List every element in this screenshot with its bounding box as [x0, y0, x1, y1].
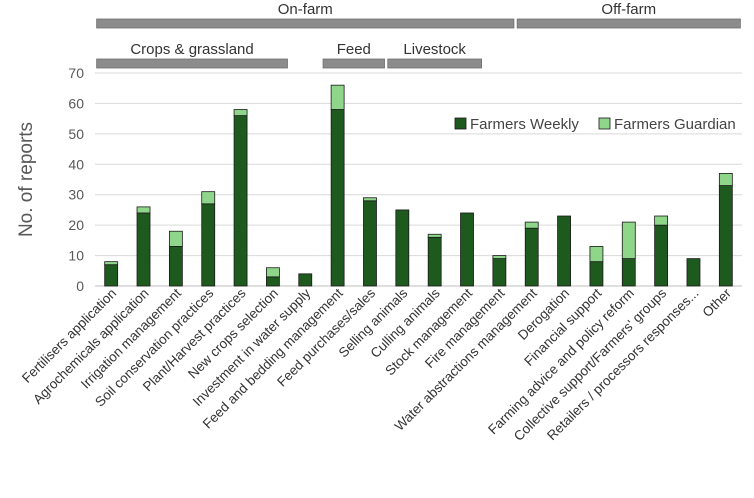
group-label: Feed	[337, 41, 371, 58]
y-tick-label: 70	[68, 65, 84, 81]
bar-farmers-guardian	[621, 221, 636, 260]
bar-farmers-weekly	[557, 215, 571, 287]
bars	[104, 84, 733, 287]
bar-farmers-weekly	[427, 236, 442, 287]
bar-farmers-guardian	[233, 109, 248, 116]
bar-farmers-weekly	[589, 261, 604, 287]
bar-farmers-weekly	[104, 264, 119, 287]
bar-farmers-guardian	[363, 197, 377, 202]
legend: Farmers Weekly Farmers Guardian	[454, 116, 736, 133]
legend-label-farmers-weekly: Farmers Weekly	[470, 116, 579, 133]
y-tick-label: 10	[68, 248, 84, 264]
bar-farmers-weekly	[233, 115, 248, 287]
bar-farmers-weekly	[621, 258, 636, 287]
bar-farmers-guardian	[168, 230, 183, 247]
bar-farmers-guardian	[136, 206, 151, 214]
y-tick-label: 30	[68, 187, 84, 203]
bar-farmers-weekly	[266, 276, 280, 287]
bar-farmers-guardian	[330, 84, 345, 110]
bar-farmers-guardian	[492, 255, 507, 260]
y-tick-label: 60	[68, 95, 84, 111]
bar-farmers-weekly	[524, 227, 539, 287]
category-groups: On-farm Off-farm Crops & grassland Feed Live…	[96, 1, 741, 69]
gridlines	[95, 72, 742, 287]
group-bracket	[96, 18, 515, 29]
bar-farmers-guardian	[718, 173, 733, 186]
y-tick-label: 0	[76, 278, 84, 294]
bar-farmers-weekly	[654, 224, 669, 287]
group-bracket	[96, 58, 288, 69]
group-label: Off-farm	[601, 1, 656, 18]
bar-farmers-weekly	[492, 258, 507, 287]
legend-swatch-farmers-guardian	[598, 117, 611, 130]
y-axis-title: No. of reports	[16, 122, 37, 237]
bar-farmers-weekly	[201, 203, 216, 287]
y-tick-label: 40	[68, 156, 84, 172]
bar-farmers-weekly	[395, 209, 410, 287]
bar-farmers-guardian	[427, 233, 442, 238]
bar-farmers-weekly	[298, 273, 313, 287]
bar-farmers-weekly	[460, 212, 474, 287]
group-label: On-farm	[278, 1, 333, 18]
bar-farmers-weekly	[168, 246, 183, 287]
y-tick-label: 50	[68, 126, 84, 142]
group-bracket	[516, 18, 741, 29]
legend-label-farmers-guardian: Farmers Guardian	[614, 116, 736, 133]
y-tick-label: 20	[68, 217, 84, 233]
bar-farmers-weekly	[686, 258, 701, 287]
bar-farmers-guardian	[654, 215, 669, 226]
bar-farmers-guardian	[589, 246, 604, 263]
legend-swatch-farmers-weekly	[454, 117, 467, 130]
group-bracket	[322, 58, 385, 69]
bar-farmers-weekly	[363, 200, 377, 287]
bar-farmers-guardian	[266, 267, 280, 278]
bar-farmers-guardian	[104, 261, 119, 266]
group-bracket	[387, 58, 482, 69]
bar-farmers-weekly	[136, 212, 151, 287]
bar-farmers-weekly	[330, 109, 345, 287]
group-label: Livestock	[403, 41, 466, 58]
group-label: Crops & grassland	[130, 41, 253, 58]
x-tick-label: Other	[699, 285, 734, 320]
bar-farmers-guardian	[524, 221, 539, 229]
bar-farmers-guardian	[201, 191, 216, 205]
bar-farmers-weekly	[718, 185, 733, 287]
